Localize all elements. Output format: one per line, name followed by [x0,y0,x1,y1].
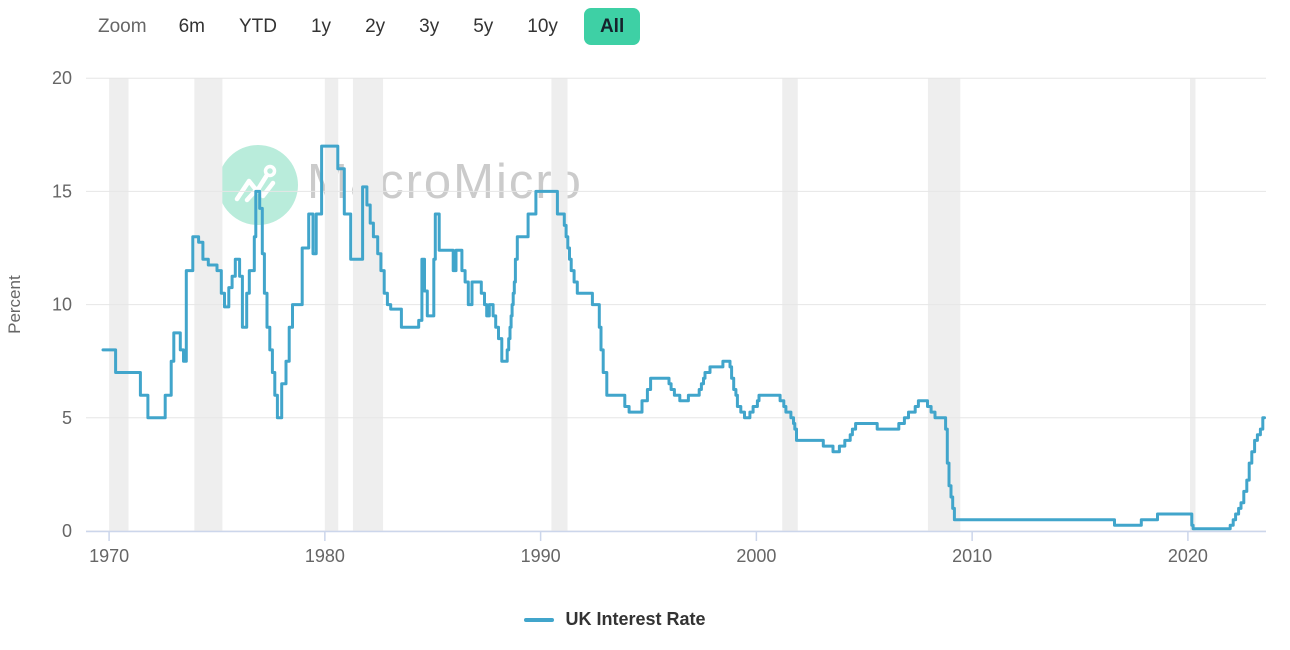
x-tick-label-1980: 1980 [305,546,345,566]
range-button-1y[interactable]: 1y [310,16,332,37]
x-tick-label-2020: 2020 [1168,546,1208,566]
range-button-ytd[interactable]: YTD [238,16,277,37]
legend-line-marker [524,617,555,622]
range-button-all[interactable]: All [583,8,641,45]
legend: UK Interest Rate [0,609,1230,630]
plot-area[interactable]: 1970 1980 1990 2000 2010 2020 0 5 10 15 20 Percent [0,0,1290,592]
range-button-3y[interactable]: 3y [419,16,440,37]
series-line-uk-interest-rate[interactable] [101,144,1266,531]
y-tick-label-0: 0 [62,521,72,541]
range-button-2y[interactable]: 2y [365,16,386,37]
x-tick-label-1990: 1990 [521,546,561,566]
y-tick-label-5: 5 [62,408,72,428]
range-button-10y[interactable]: 10y [527,16,558,37]
zoom-label: Zoom [98,15,147,37]
x-tick-label-2010: 2010 [952,546,992,566]
y-axis-title: Percent [5,275,24,334]
y-tick-label-20: 20 [52,68,72,88]
x-tick-label-2000: 2000 [736,546,776,566]
range-selector-toolbar: Zoom 6m YTD 1y 2y 3y 5y 10y All [98,8,641,45]
y-tick-label-10: 10 [52,295,72,315]
range-button-6m[interactable]: 6m [178,16,205,37]
range-button-5y[interactable]: 5y [473,16,494,37]
x-tick-label-1970: 1970 [89,546,129,566]
legend-item-uk-interest-rate[interactable]: UK Interest Rate [565,609,706,629]
y-tick-label-15: 15 [52,181,72,201]
